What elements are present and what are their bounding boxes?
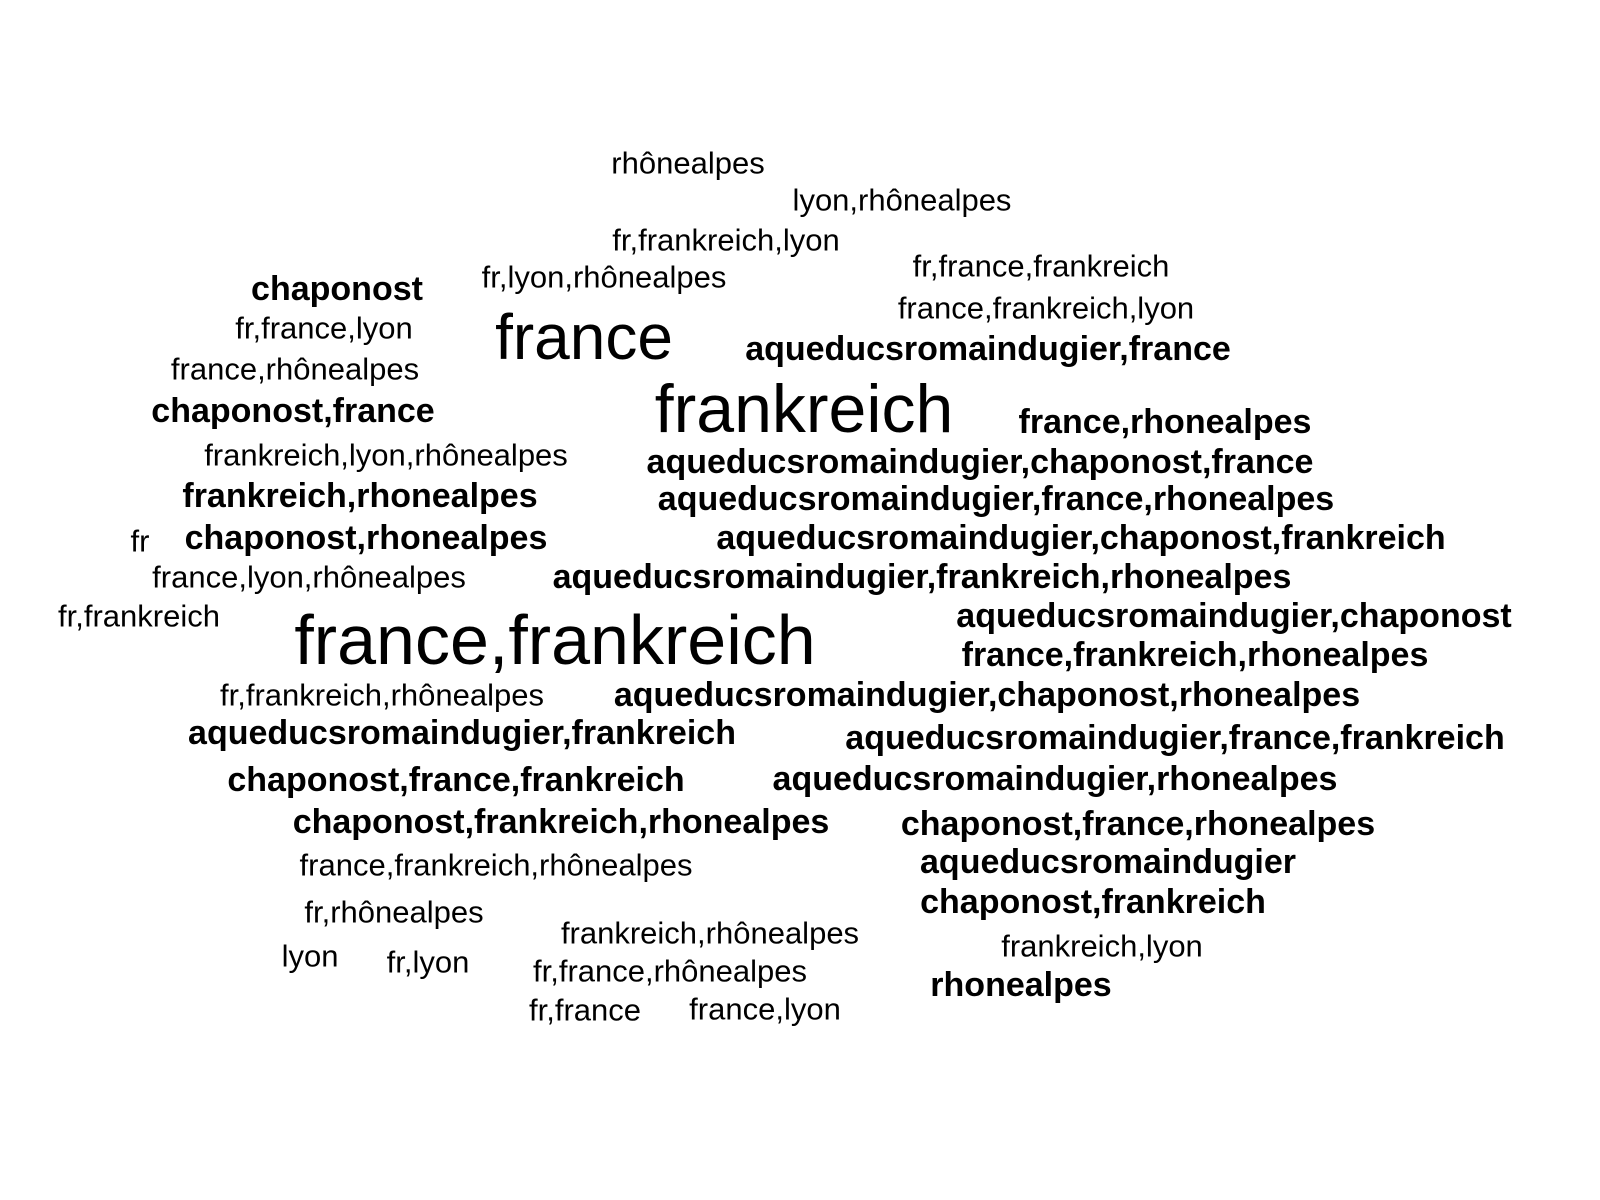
cloud-word: chaponost <box>251 270 423 308</box>
cloud-word: france,frankreich <box>294 601 816 679</box>
cloud-word: aqueducsromaindugier,frankreich <box>188 714 736 752</box>
cloud-word: fr,frankreich,lyon <box>612 222 840 258</box>
cloud-word: rhonealpes <box>930 966 1112 1004</box>
cloud-word: fr,frankreich,rhônealpes <box>220 677 544 713</box>
cloud-word: france,lyon,rhônealpes <box>152 559 466 595</box>
cloud-word: france <box>495 301 673 373</box>
cloud-word: france,frankreich,rhonealpes <box>961 636 1429 674</box>
cloud-word: rhônealpes <box>611 145 765 181</box>
cloud-word: frankreich <box>654 371 954 447</box>
cloud-word: lyon,rhônealpes <box>792 182 1012 218</box>
cloud-word: lyon <box>281 938 339 974</box>
cloud-word: fr,france,rhônealpes <box>532 953 808 989</box>
cloud-word: fr,lyon <box>386 944 470 980</box>
cloud-word: aqueducsromaindugier,chaponost,frankreic… <box>716 519 1446 557</box>
cloud-word: frankreich,lyon,rhônealpes <box>204 437 568 473</box>
cloud-word: aqueducsromaindugier,france,rhonealpes <box>657 480 1335 518</box>
cloud-word: fr,frankreich <box>58 598 220 634</box>
cloud-word: france,rhonealpes <box>1018 403 1312 441</box>
cloud-word: france,lyon <box>689 991 841 1027</box>
cloud-word: aqueducsromaindugier,france <box>745 330 1231 368</box>
cloud-word: aqueducsromaindugier,chaponost,rhonealpe… <box>613 676 1361 714</box>
cloud-word: aqueducsromaindugier <box>920 843 1296 881</box>
cloud-word: aqueducsromaindugier,france,frankreich <box>845 719 1505 757</box>
cloud-word: fr,rhônealpes <box>304 894 484 930</box>
cloud-word: frankreich,rhônealpes <box>560 915 860 951</box>
cloud-word: chaponost,france,rhonealpes <box>900 805 1376 843</box>
cloud-word: fr,france <box>529 992 641 1028</box>
cloud-word: chaponost,france <box>151 392 435 430</box>
cloud-word: frankreich,lyon <box>1001 928 1203 964</box>
cloud-word: fr,lyon,rhônealpes <box>481 259 727 295</box>
cloud-word: chaponost,frankreich,rhonealpes <box>292 803 830 841</box>
cloud-word: chaponost,frankreich <box>920 883 1266 921</box>
cloud-word: aqueducsromaindugier,chaponost,france <box>646 443 1314 481</box>
cloud-word: chaponost,france,frankreich <box>227 761 685 799</box>
cloud-word: aqueducsromaindugier,rhonealpes <box>772 760 1338 798</box>
cloud-word: chaponost,rhonealpes <box>184 519 548 557</box>
cloud-word: aqueducsromaindugier,chaponost <box>956 597 1512 635</box>
cloud-word: fr <box>130 523 150 559</box>
cloud-word: frankreich,rhonealpes <box>182 477 538 515</box>
cloud-word: france,frankreich,lyon <box>897 290 1195 326</box>
cloud-word: aqueducsromaindugier,frankreich,rhonealp… <box>552 558 1292 596</box>
cloud-word: fr,france,lyon <box>235 310 413 346</box>
cloud-word: fr,france,frankreich <box>912 248 1170 284</box>
cloud-word: france,rhônealpes <box>170 351 420 387</box>
cloud-word: france,frankreich,rhônealpes <box>299 847 693 883</box>
